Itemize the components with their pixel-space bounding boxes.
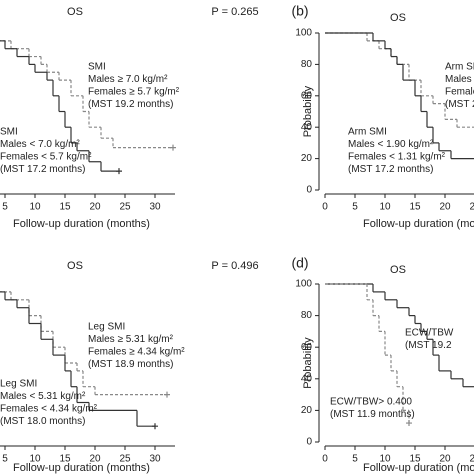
- x-tick-label: 0: [322, 202, 328, 213]
- y-tick-label: 0: [306, 185, 312, 196]
- annotation: (MST 19.2 months): [88, 99, 173, 110]
- x-axis-label: Follow-up duration (months): [363, 462, 474, 474]
- chart-title: OS: [67, 6, 83, 18]
- annotation: (MST 19.2: [405, 340, 452, 351]
- y-tick-label: 100: [295, 279, 312, 290]
- annotation: Males ≥ 7.0 kg/m²: [88, 74, 168, 85]
- p-value: P = 0.496: [211, 260, 258, 272]
- annotation: (MST 2: [445, 99, 474, 110]
- censor-mark: [116, 168, 122, 175]
- annotation: Females ≥: [445, 87, 474, 98]
- annotation: Females < 1.31 kg/m²: [348, 152, 446, 163]
- y-tick-label: 80: [301, 59, 313, 70]
- x-tick-label: 10: [379, 454, 391, 465]
- chart-title: OS: [390, 264, 406, 276]
- y-tick-label: 100: [295, 28, 312, 39]
- annotation: SMI: [88, 62, 106, 73]
- annotation: Males ≥: [445, 74, 474, 85]
- censor-mark: [170, 144, 176, 151]
- annotation: Arm SMI: [348, 127, 387, 138]
- panel-chart: 0 5 10 15 20 25 0 20 40 60 80 100 Follow-up duration…: [291, 3, 474, 230]
- annotation: (MST 17.2 months): [0, 164, 85, 175]
- censor-mark: [406, 420, 412, 427]
- x-tick-label: 10: [29, 454, 41, 465]
- y-axis-label: Probability: [302, 85, 314, 137]
- annotation: SMI: [0, 127, 18, 138]
- panel-label: (d): [291, 255, 308, 271]
- censor-mark: [152, 423, 158, 430]
- x-tick-label: 10: [29, 202, 41, 213]
- y-tick-label: 40: [301, 122, 313, 133]
- panel-chart: 5 10 15 20 25 30 Follow-up duration (months) OS…: [0, 6, 259, 230]
- panel-chart: 0 5 10 15 20 25 0 20 40 60 80 100 Follow-up duration…: [291, 255, 474, 474]
- x-tick-label: 25: [469, 454, 474, 465]
- x-tick-label: 20: [89, 454, 101, 465]
- x-axis-label: Follow-up duration (months): [363, 218, 474, 230]
- chart-title: OS: [390, 12, 406, 24]
- y-tick-label: 60: [301, 342, 313, 353]
- annotation: ECW/TBW: [405, 328, 454, 339]
- y-tick-label: 80: [301, 310, 313, 321]
- x-tick-label: 15: [409, 202, 421, 213]
- y-tick-label: 40: [301, 373, 313, 384]
- annotation: Leg SMI: [0, 379, 37, 390]
- y-tick-label: 20: [301, 153, 313, 164]
- annotation: ECW/TBW> 0.400: [330, 397, 412, 408]
- annotation: (MST 18.9 months): [88, 359, 173, 370]
- x-axis-label: Follow-up duration (months): [13, 218, 150, 230]
- x-tick-label: 30: [149, 454, 161, 465]
- annotation: Males < 5.31 kg/m²: [0, 391, 86, 402]
- y-axis-label: Probability: [302, 337, 314, 389]
- x-tick-label: 5: [352, 454, 358, 465]
- x-tick-label: 20: [439, 454, 451, 465]
- annotation: (MST 11.9 months): [330, 409, 415, 420]
- panel-label: (b): [291, 3, 308, 19]
- annotation: Males < 1.90 kg/m²: [348, 139, 434, 150]
- x-tick-label: 30: [149, 202, 161, 213]
- y-tick-label: 60: [301, 90, 313, 101]
- annotation: Females ≥ 4.34 kg/m²: [88, 347, 185, 358]
- p-value: P = 0.265: [211, 6, 258, 18]
- annotation: Females < 5.7 kg/m²: [0, 152, 92, 163]
- x-tick-label: 20: [439, 202, 451, 213]
- censor-mark: [164, 391, 170, 398]
- x-tick-label: 25: [119, 454, 131, 465]
- annotation: Leg SMI: [88, 322, 125, 333]
- x-tick-label: 5: [2, 202, 8, 213]
- annotation: (MST 18.0 months): [0, 416, 85, 427]
- x-tick-label: 20: [89, 202, 101, 213]
- annotation: Males < 7.0 kg/m²: [0, 139, 80, 150]
- x-tick-label: 5: [2, 454, 8, 465]
- chart-title: OS: [67, 260, 83, 272]
- x-tick-label: 15: [59, 454, 71, 465]
- y-tick-label: 0: [306, 437, 312, 448]
- x-axis-label: Follow-up duration (months): [13, 462, 150, 474]
- annotation: Females ≥ 5.7 kg/m²: [88, 87, 180, 98]
- x-tick-label: 0: [322, 454, 328, 465]
- annotation: Females < 4.34 kg/m²: [0, 404, 98, 415]
- annotation: (MST 17.2 months): [348, 164, 433, 175]
- x-tick-label: 5: [352, 202, 358, 213]
- x-tick-label: 15: [409, 454, 421, 465]
- annotation: Arm SMI: [445, 62, 474, 73]
- annotation: Males ≥ 5.31 kg/m²: [88, 334, 174, 345]
- y-tick-label: 20: [301, 405, 313, 416]
- x-tick-label: 25: [469, 202, 474, 213]
- x-tick-label: 15: [59, 202, 71, 213]
- x-tick-label: 25: [119, 202, 131, 213]
- x-tick-label: 10: [379, 202, 391, 213]
